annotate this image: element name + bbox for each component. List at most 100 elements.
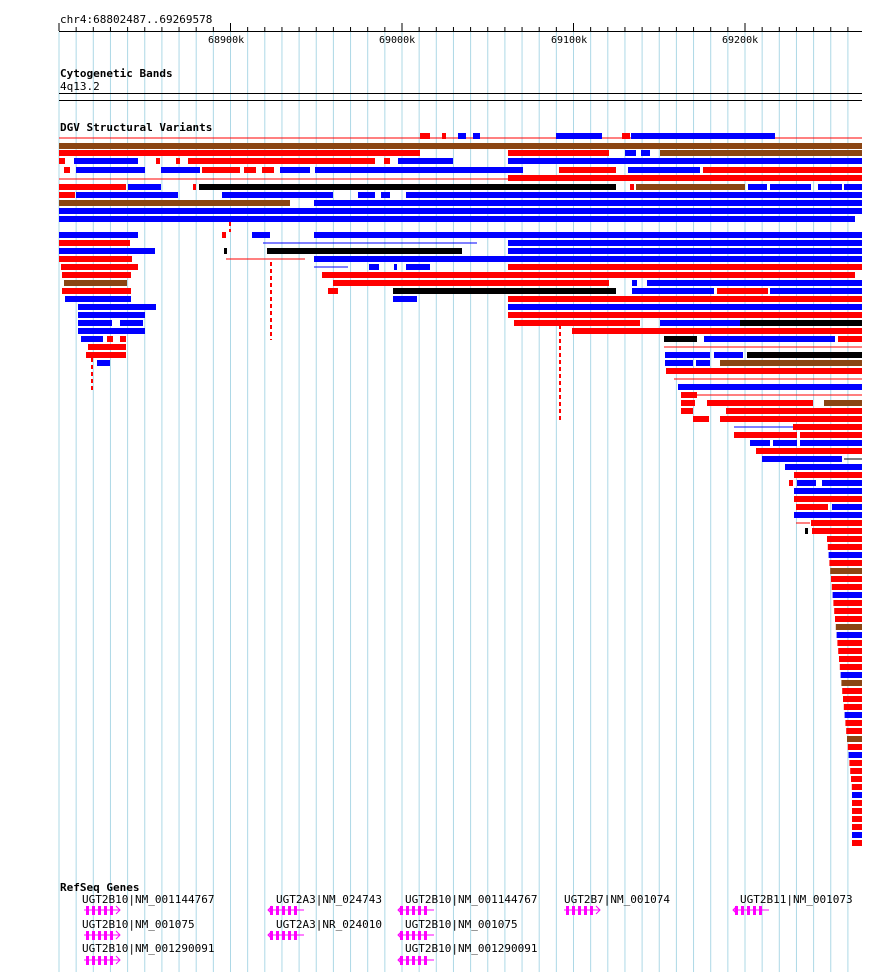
variant-bar[interactable] <box>681 392 697 398</box>
variant-bar[interactable] <box>852 840 862 846</box>
variant-bar[interactable] <box>830 568 862 574</box>
variant-bar[interactable] <box>120 320 143 326</box>
variant-bar[interactable] <box>369 264 379 270</box>
variant-bar[interactable] <box>161 167 200 173</box>
gene-label[interactable]: UGT2B11|NM_001073 <box>740 893 853 906</box>
gene-label[interactable]: UGT2B10|NM_001144767 <box>405 893 538 906</box>
variant-bar[interactable] <box>393 288 616 294</box>
variant-bar[interactable] <box>827 536 862 542</box>
variant-bar[interactable] <box>717 288 768 294</box>
variant-bar[interactable] <box>381 192 390 198</box>
variant-bar[interactable] <box>849 760 862 766</box>
variant-bar[interactable] <box>681 408 693 414</box>
variant-bar[interactable] <box>222 192 333 198</box>
variant-bar[interactable] <box>394 264 397 270</box>
variant-bar[interactable] <box>59 143 862 149</box>
variant-bar[interactable] <box>843 704 862 710</box>
cytoband-track-title[interactable]: Cytogenetic Bands <box>60 67 173 80</box>
variant-bar[interactable] <box>78 320 112 326</box>
gene-exon[interactable] <box>110 931 113 940</box>
variant-bar[interactable] <box>828 552 862 558</box>
variant-bar[interactable] <box>770 288 862 294</box>
variant-bar[interactable] <box>358 192 375 198</box>
gene-exon[interactable] <box>406 956 409 965</box>
variant-bar[interactable] <box>842 688 862 694</box>
gene-label[interactable]: UGT2A3|NM_024743 <box>276 893 382 906</box>
gene-exon[interactable] <box>104 906 107 915</box>
gene-exon[interactable] <box>406 931 409 940</box>
gene-exon[interactable] <box>741 906 744 915</box>
gene-exon[interactable] <box>282 931 285 940</box>
variant-bar[interactable] <box>794 472 862 478</box>
variant-bar[interactable] <box>800 432 862 438</box>
variant-bar[interactable] <box>78 304 156 310</box>
variant-bar[interactable] <box>59 232 138 238</box>
variant-bar[interactable] <box>508 240 862 246</box>
gene-label[interactable]: UGT2B10|NM_001144767 <box>82 893 215 906</box>
variant-bar[interactable] <box>59 240 130 246</box>
gene-exon[interactable] <box>412 906 415 915</box>
variant-bar[interactable] <box>811 520 862 526</box>
variant-bar[interactable] <box>747 352 862 358</box>
variant-bar[interactable] <box>193 184 196 190</box>
variant-bar[interactable] <box>850 768 862 774</box>
variant-bar[interactable] <box>794 512 862 518</box>
variant-bar[interactable] <box>508 158 862 164</box>
variant-bar[interactable] <box>740 320 862 326</box>
variant-bar[interactable] <box>572 328 862 334</box>
variant-bar[interactable] <box>280 167 310 173</box>
variant-bar[interactable] <box>852 824 862 830</box>
variant-bar[interactable] <box>834 608 862 614</box>
variant-bar[interactable] <box>64 167 70 173</box>
variant-bar[interactable] <box>508 264 862 270</box>
variant-bar[interactable] <box>328 288 338 294</box>
variant-bar[interactable] <box>852 808 862 814</box>
gene-exon[interactable] <box>412 956 415 965</box>
variant-bar[interactable] <box>508 304 862 310</box>
variant-bar[interactable] <box>812 528 862 534</box>
variant-bar[interactable] <box>750 440 770 446</box>
variant-bar[interactable] <box>224 248 227 254</box>
gene-label[interactable]: UGT2B10|NM_001290091 <box>405 942 538 955</box>
gene-exon[interactable] <box>578 906 581 915</box>
variant-bar[interactable] <box>720 416 862 422</box>
variant-bar[interactable] <box>848 752 862 758</box>
variant-bar[interactable] <box>622 133 630 139</box>
dgv-track-title[interactable]: DGV Structural Variants <box>60 121 213 134</box>
variant-bar[interactable] <box>794 488 862 494</box>
variant-bar[interactable] <box>333 280 609 286</box>
gene-exon[interactable] <box>753 906 756 915</box>
gene-exon[interactable] <box>92 931 95 940</box>
variant-bar[interactable] <box>793 424 862 430</box>
variant-bar[interactable] <box>843 696 862 702</box>
variant-bar[interactable] <box>156 158 160 164</box>
gene-exon[interactable] <box>86 956 89 965</box>
gene-exon[interactable] <box>86 906 89 915</box>
gene-exon[interactable] <box>759 906 762 915</box>
variant-bar[interactable] <box>822 480 862 486</box>
variant-bar[interactable] <box>660 320 740 326</box>
variant-bar[interactable] <box>847 736 862 742</box>
variant-bar[interactable] <box>756 448 862 454</box>
variant-bar[interactable] <box>322 272 855 278</box>
variant-bar[interactable] <box>693 416 709 422</box>
variant-bar[interactable] <box>785 464 862 470</box>
variant-bar[interactable] <box>818 184 842 190</box>
variant-bar[interactable] <box>628 167 700 173</box>
gene-exon[interactable] <box>288 931 291 940</box>
variant-bar[interactable] <box>664 336 697 342</box>
variant-bar[interactable] <box>508 175 862 181</box>
variant-bar[interactable] <box>107 336 113 342</box>
variant-bar[interactable] <box>797 480 816 486</box>
variant-bar[interactable] <box>824 400 862 406</box>
gene-exon[interactable] <box>590 906 593 915</box>
gene-exon[interactable] <box>735 906 738 915</box>
variant-bar[interactable] <box>74 158 138 164</box>
variant-bar[interactable] <box>678 384 862 390</box>
variant-bar[interactable] <box>789 480 793 486</box>
variant-bar[interactable] <box>852 816 862 822</box>
gene-exon[interactable] <box>566 906 569 915</box>
variant-bar[interactable] <box>88 344 126 350</box>
variant-bar[interactable] <box>833 600 862 606</box>
gene-exon[interactable] <box>418 931 421 940</box>
